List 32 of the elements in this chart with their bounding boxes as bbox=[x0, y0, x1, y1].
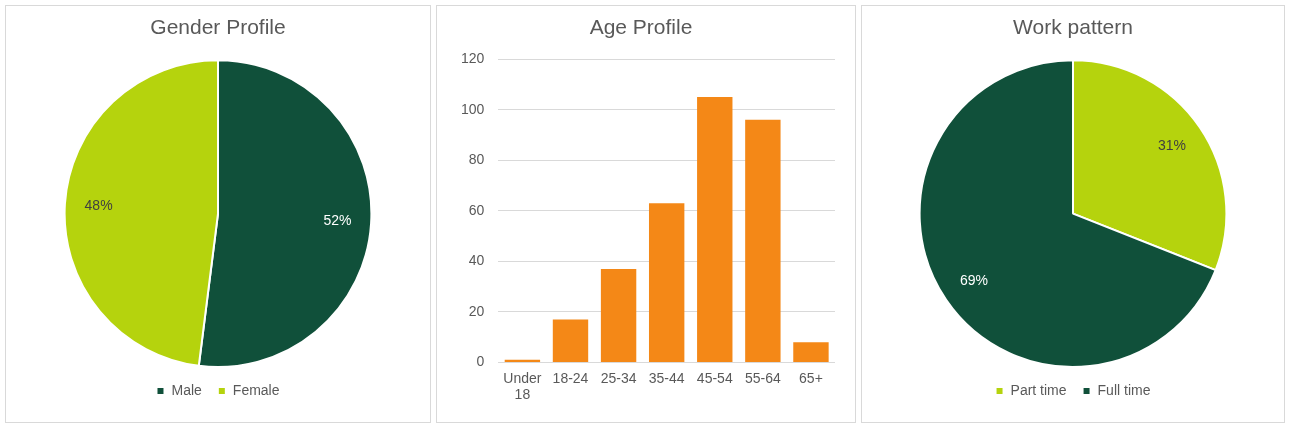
legend-label: Part time bbox=[1010, 381, 1067, 398]
legend-label: Male bbox=[171, 381, 203, 398]
bar bbox=[504, 359, 541, 362]
data-label: 69% bbox=[960, 271, 989, 288]
x-tick-label: Under 18 bbox=[503, 369, 542, 403]
y-tick-label: 100 bbox=[461, 100, 485, 117]
x-tick-label: 25-34 bbox=[600, 369, 637, 386]
y-tick-label: 20 bbox=[468, 302, 485, 319]
bar bbox=[600, 268, 637, 362]
data-label: 31% bbox=[1157, 137, 1186, 154]
data-label: 48% bbox=[84, 196, 113, 213]
y-tick-label: 0 bbox=[476, 353, 485, 370]
x-tick-label: 18-24 bbox=[552, 369, 589, 386]
chart-title: Age Profile bbox=[589, 15, 693, 39]
x-tick-label: 45-54 bbox=[696, 369, 733, 386]
y-tick-label: 120 bbox=[461, 50, 485, 67]
y-tick-label: 60 bbox=[468, 201, 485, 218]
y-tick-label: 40 bbox=[468, 252, 485, 269]
bar bbox=[552, 319, 589, 362]
x-tick-label: 55-64 bbox=[744, 369, 781, 386]
x-tick-label: 65+ bbox=[799, 369, 823, 386]
legend-label: Full time bbox=[1097, 381, 1151, 398]
data-label: 52% bbox=[323, 211, 352, 228]
bar bbox=[793, 342, 829, 362]
chart-title: Work pattern bbox=[1013, 15, 1133, 39]
bar bbox=[697, 97, 733, 362]
bar bbox=[648, 203, 685, 362]
x-tick-label: 35-44 bbox=[648, 369, 685, 386]
bar bbox=[745, 119, 781, 362]
y-tick-label: 80 bbox=[468, 151, 485, 168]
chart-title: Gender Profile bbox=[150, 15, 286, 39]
legend-label: Female bbox=[232, 381, 280, 398]
